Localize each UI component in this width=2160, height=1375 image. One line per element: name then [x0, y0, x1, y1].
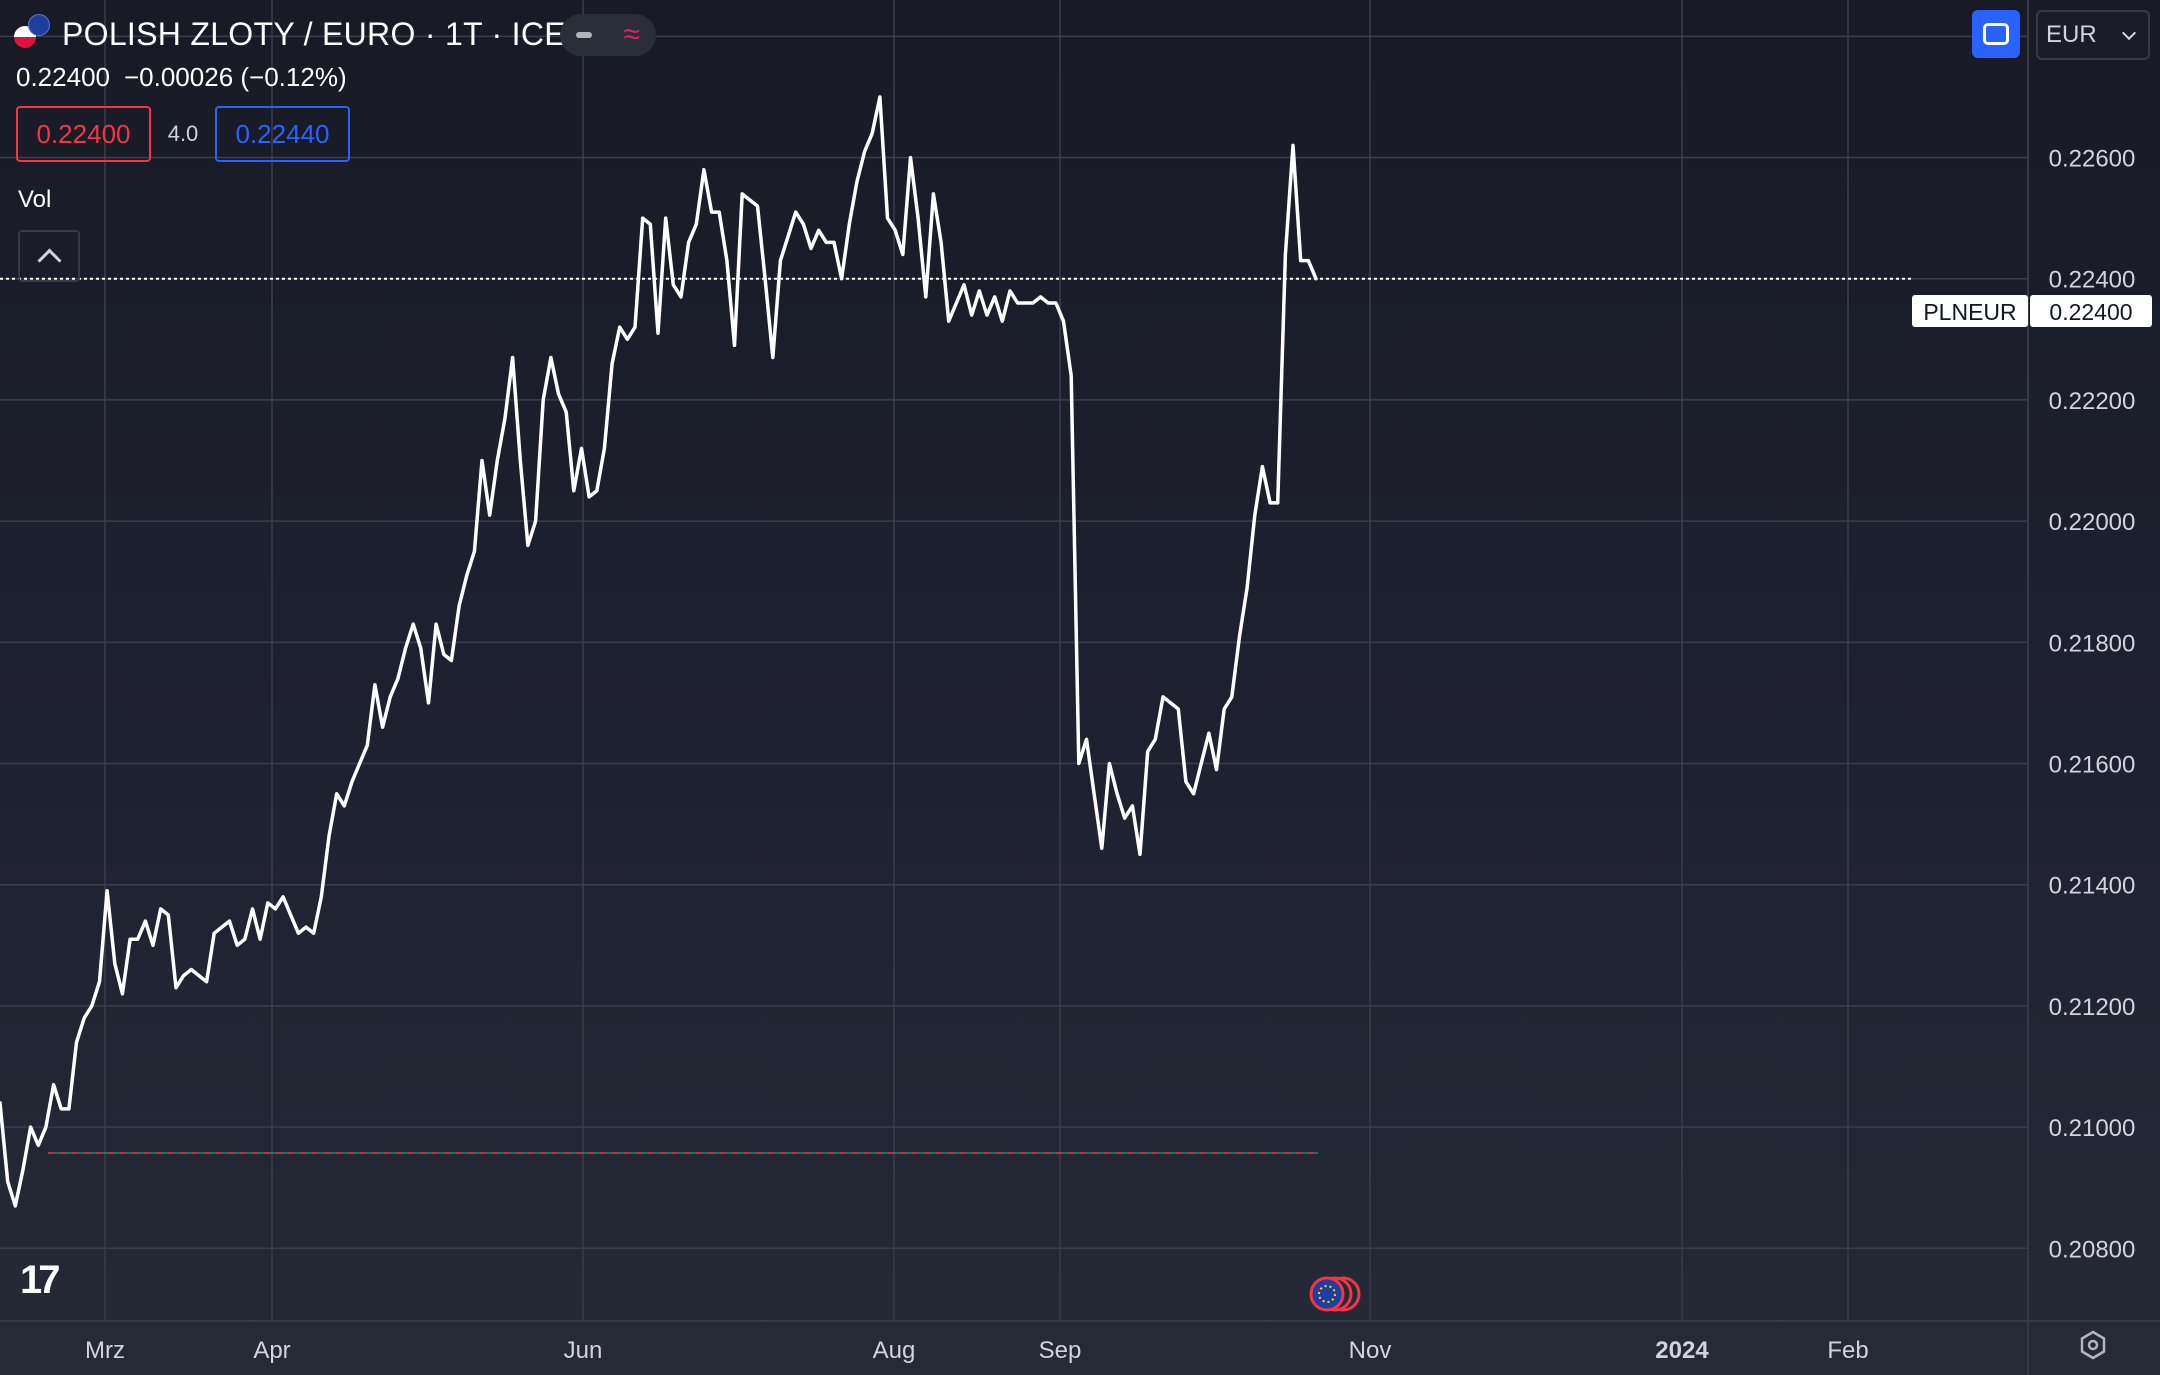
minimize-icon[interactable]: [575, 32, 592, 38]
poland-flag-icon: [14, 26, 36, 48]
euro-flag-icon: [28, 14, 50, 36]
approx-icon[interactable]: ≈: [623, 18, 641, 51]
price-tag-value-box: [2030, 295, 2152, 327]
economic-event-icon[interactable]: [1305, 1276, 1367, 1320]
y-tick-label: 0.22000: [2049, 509, 2136, 536]
currency-select[interactable]: EUR: [2036, 10, 2150, 60]
y-tick-label: 0.22400: [2049, 267, 2136, 294]
y-tick-label: 0.22600: [2049, 146, 2136, 173]
chart-grid: [0, 0, 2028, 1321]
x-tick-label: Nov: [1349, 1337, 1392, 1364]
price-tag-symbol: PLNEUR: [1923, 299, 2016, 325]
x-tick-label: Mrz: [85, 1337, 125, 1364]
fullscreen-button[interactable]: [1972, 10, 2020, 58]
y-tick-label: 0.21000: [2049, 1115, 2136, 1142]
indicator-toggle-group[interactable]: ≈: [560, 14, 656, 56]
chevron-down-icon: [2121, 25, 2137, 41]
y-tick-label: 0.22200: [2049, 388, 2136, 415]
y-tick-label: 0.21800: [2049, 630, 2136, 657]
x-tick-label: Aug: [873, 1337, 916, 1364]
x-tick-label: Apr: [253, 1337, 290, 1364]
tradingview-logo-icon[interactable]: 17: [20, 1258, 60, 1302]
price-line-series: [0, 95, 1318, 1208]
price-summary: 0.22400 −0.00026 (−0.12%): [16, 62, 347, 93]
last-price: 0.22400: [16, 62, 110, 92]
volume-label[interactable]: Vol: [18, 186, 52, 213]
symbol-header[interactable]: POLISH ZLOTY / EURO · 1T · ICE: [14, 12, 566, 56]
settings-icon[interactable]: [2078, 1330, 2108, 1360]
price-tag: PLNEUR 0.22400: [1912, 295, 2152, 327]
y-tick-label: 0.21600: [2049, 752, 2136, 779]
time-axis-ticks: Mrz Apr Jun Aug Sep Nov 2024 Feb: [85, 1337, 1869, 1364]
price-tag-symbol-box: [1912, 295, 2028, 327]
buy-button[interactable]: 0.22440: [215, 106, 350, 162]
sell-button[interactable]: 0.22400: [16, 106, 151, 162]
y-tick-label: 0.20800: [2049, 1236, 2136, 1263]
quote-row: 0.22400 4.0 0.22440: [16, 106, 350, 162]
x-tick-label: 2024: [1655, 1337, 1709, 1364]
price-axis-ticks: 0.228000.226000.224000.222000.220000.218…: [2049, 24, 2136, 1263]
y-tick-label: 0.21400: [2049, 873, 2136, 900]
fullscreen-icon: [1983, 23, 2009, 45]
currency-value: EUR: [2046, 21, 2097, 48]
x-tick-label: Sep: [1039, 1337, 1082, 1364]
price-tag-value: 0.22400: [2049, 299, 2132, 325]
y-tick-label: 0.21200: [2049, 994, 2136, 1021]
spread-value: 4.0: [167, 121, 199, 146]
buy-price: 0.22440: [235, 118, 330, 149]
x-tick-label: Feb: [1827, 1337, 1868, 1364]
price-change: −0.00026 (−0.12%): [123, 62, 347, 92]
sell-price: 0.22400: [36, 118, 131, 149]
x-tick-label: Jun: [564, 1337, 603, 1364]
collapse-button[interactable]: [18, 230, 80, 282]
symbol-title[interactable]: POLISH ZLOTY / EURO · 1T · ICE: [62, 15, 566, 52]
chevron-up-icon: [36, 247, 62, 273]
